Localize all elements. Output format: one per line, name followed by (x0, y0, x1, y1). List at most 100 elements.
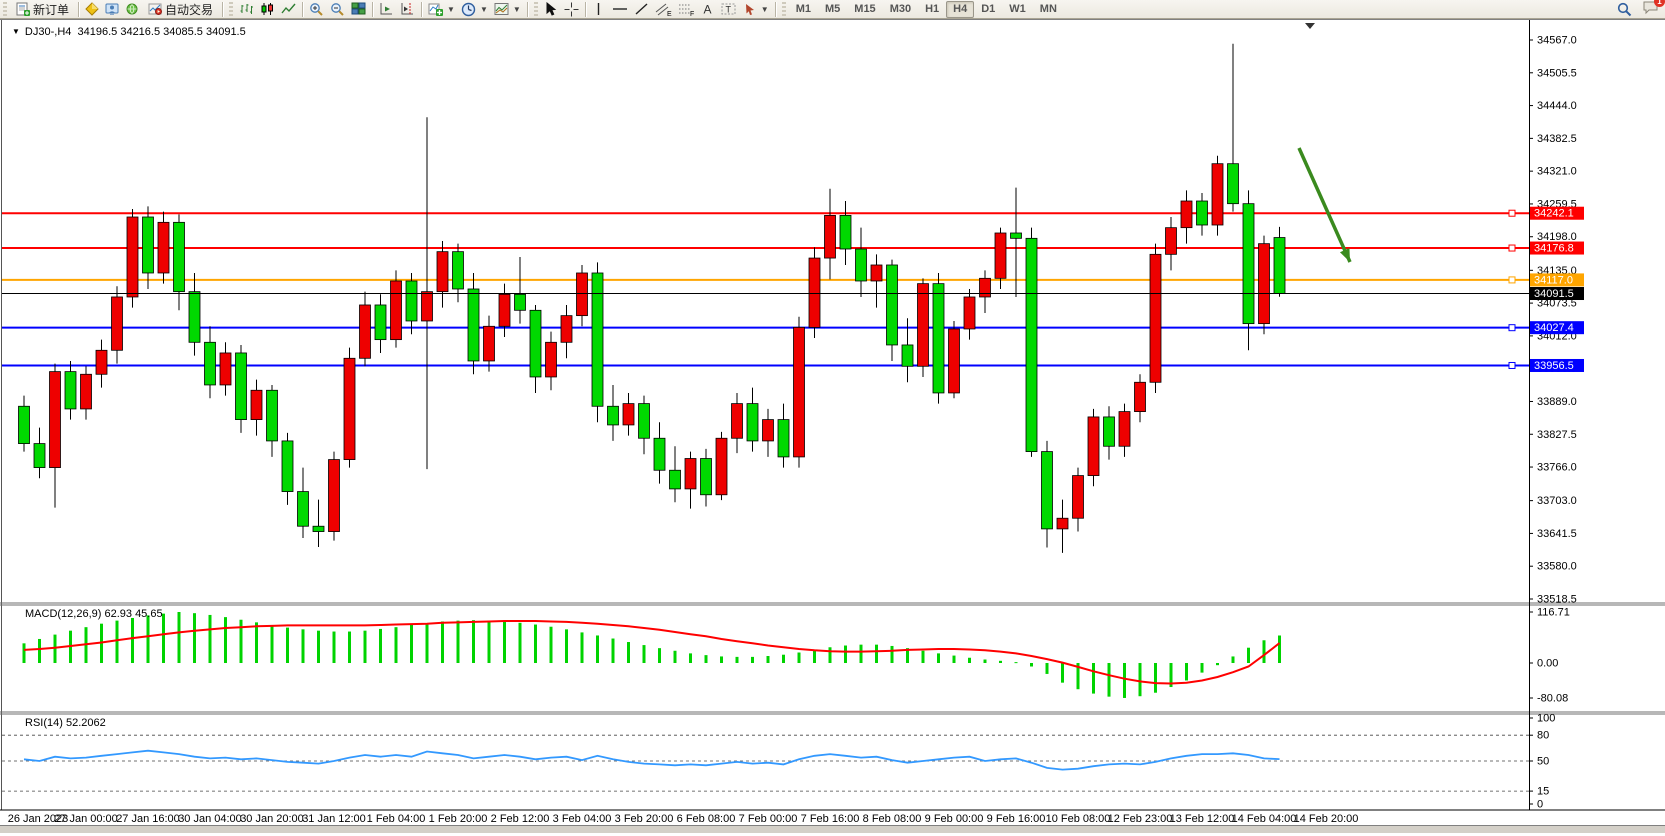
zoom-in-button[interactable] (306, 1, 327, 18)
timeframe-m1-button[interactable]: M1 (795, 3, 811, 15)
chart-shift-marker[interactable] (1305, 23, 1315, 29)
chart-shift-button[interactable] (397, 1, 418, 18)
community-button[interactable] (102, 1, 122, 18)
price-tick-label: 34321.0 (1537, 166, 1577, 178)
chart-title: ▼ DJ30-,H4 34196.5 34216.5 34085.5 34091.… (12, 26, 246, 38)
arrow-object-icon (745, 4, 754, 15)
text-tool-button[interactable]: A (698, 1, 718, 18)
toolbar-grip[interactable] (3, 2, 7, 16)
toolbar-grip[interactable] (533, 2, 538, 16)
chart-ohlc-values: 34196.5 34216.5 34085.5 34091.5 (77, 26, 246, 38)
horizontal-line-tool-button[interactable] (609, 1, 631, 18)
candlestick-chart-button[interactable] (257, 1, 278, 18)
toolbar-grip[interactable] (781, 2, 786, 16)
candle-up (576, 272, 588, 317)
price-label-text: 34091.5 (1534, 288, 1574, 300)
candle-down (173, 221, 185, 293)
hline-handle[interactable] (1508, 209, 1516, 217)
equidistant-channel-icon: E (655, 3, 672, 17)
macd-bar (968, 657, 971, 663)
new-order-label: 新订单 (33, 2, 70, 17)
macd-bar (53, 634, 57, 663)
price-label-box (1530, 358, 1584, 372)
macd-bar (379, 628, 382, 663)
hline-handle[interactable] (1508, 361, 1516, 369)
mql-market-button[interactable] (82, 1, 102, 18)
cursor-tool-button[interactable] (541, 1, 561, 18)
autotrading-button[interactable]: 自动交易 (142, 1, 219, 18)
candle-up (111, 296, 123, 351)
timeframe-m5-button[interactable]: M5 (825, 3, 841, 15)
periods-button[interactable]: ▼ (458, 1, 491, 18)
arrows-tool-button[interactable]: ▼ (740, 1, 772, 18)
equidistant-channel-tool-button[interactable]: E (652, 1, 675, 18)
candle-up (436, 251, 449, 293)
candle-up (250, 389, 263, 420)
vertical-line-tool-button[interactable] (589, 1, 609, 18)
indicators-button[interactable]: ▼ (425, 1, 458, 18)
macd-bar (859, 644, 863, 663)
clock-icon (461, 2, 476, 16)
hline-handle[interactable] (1508, 244, 1516, 252)
macd-bar (162, 613, 165, 663)
rsi-tick-label: 80 (1537, 730, 1549, 742)
person-monitor-icon (105, 3, 119, 15)
auto-scroll-button[interactable] (376, 1, 397, 18)
annotation-arrow[interactable] (1297, 147, 1352, 263)
macd-bar (766, 656, 770, 663)
macd-bar (503, 621, 506, 663)
candle-up (1056, 517, 1069, 530)
macd-bar (844, 645, 847, 663)
timeframe-m30-button[interactable]: M30 (889, 3, 912, 15)
zoom-out-button[interactable] (327, 1, 348, 18)
candle-down (1273, 237, 1286, 294)
crosshair-tool-button[interactable] (561, 1, 582, 18)
trendline-tool-button[interactable] (631, 1, 652, 18)
new-order-button[interactable]: 新订单 (10, 1, 75, 18)
chart-menu-arrow-icon[interactable]: ▼ (12, 27, 20, 36)
candle-down (64, 371, 77, 410)
price-label-box (1530, 287, 1584, 301)
candle-down (839, 215, 852, 250)
macd-bar (875, 644, 878, 663)
candle-down (653, 437, 666, 471)
timeframe-mn-button[interactable]: MN (1039, 3, 1057, 15)
tile-windows-button[interactable] (348, 1, 369, 18)
candle-up (126, 216, 139, 298)
timeframe-d1-button[interactable]: D1 (981, 3, 996, 15)
search-icon[interactable] (1617, 2, 1632, 17)
price-axis[interactable]: 34567.034505.534444.034382.534321.034259… (1529, 35, 1584, 811)
fibonacci-tool-button[interactable]: F (675, 1, 698, 18)
notifications-button[interactable]: 1 (1642, 0, 1665, 18)
toolbar-grip[interactable] (229, 2, 234, 16)
candle-down (1196, 200, 1208, 226)
candle-up (1180, 200, 1193, 229)
macd-bar (720, 656, 723, 663)
timeframe-h4-button[interactable]: H4 (946, 0, 975, 18)
timeframe-w1-button[interactable]: W1 (1009, 3, 1026, 15)
macd-indicator-label: MACD(12,26,9) 62.93 45.65 (25, 608, 163, 620)
hline-handle[interactable] (1508, 324, 1516, 332)
macd-bar (828, 647, 832, 663)
signals-button[interactable] (122, 1, 142, 18)
separator (372, 1, 374, 17)
bar-chart-button[interactable] (236, 1, 257, 18)
line-chart-button[interactable] (278, 1, 299, 18)
hline-handle[interactable] (1508, 276, 1516, 284)
time-tick-label: 1 Feb 04:00 (367, 813, 426, 825)
cursor-icon (546, 2, 557, 16)
window-bottom-strip (0, 826, 1665, 833)
templates-button[interactable]: ▼ (491, 1, 524, 18)
macd-bar (410, 624, 413, 663)
timeframe-m15-button[interactable]: M15 (854, 3, 876, 15)
timeframe-h1-button[interactable]: H1 (925, 3, 940, 15)
price-chart-canvas[interactable]: 34567.034505.534444.034382.534321.034259… (0, 19, 1665, 833)
candle-up (421, 291, 433, 322)
price-tick-label: 34444.0 (1537, 100, 1577, 112)
text-label-tool-button[interactable]: T (718, 1, 740, 18)
macd-bar (627, 642, 630, 663)
macd-bar (38, 638, 41, 663)
candle-down (312, 525, 325, 532)
candle-up (80, 373, 92, 410)
